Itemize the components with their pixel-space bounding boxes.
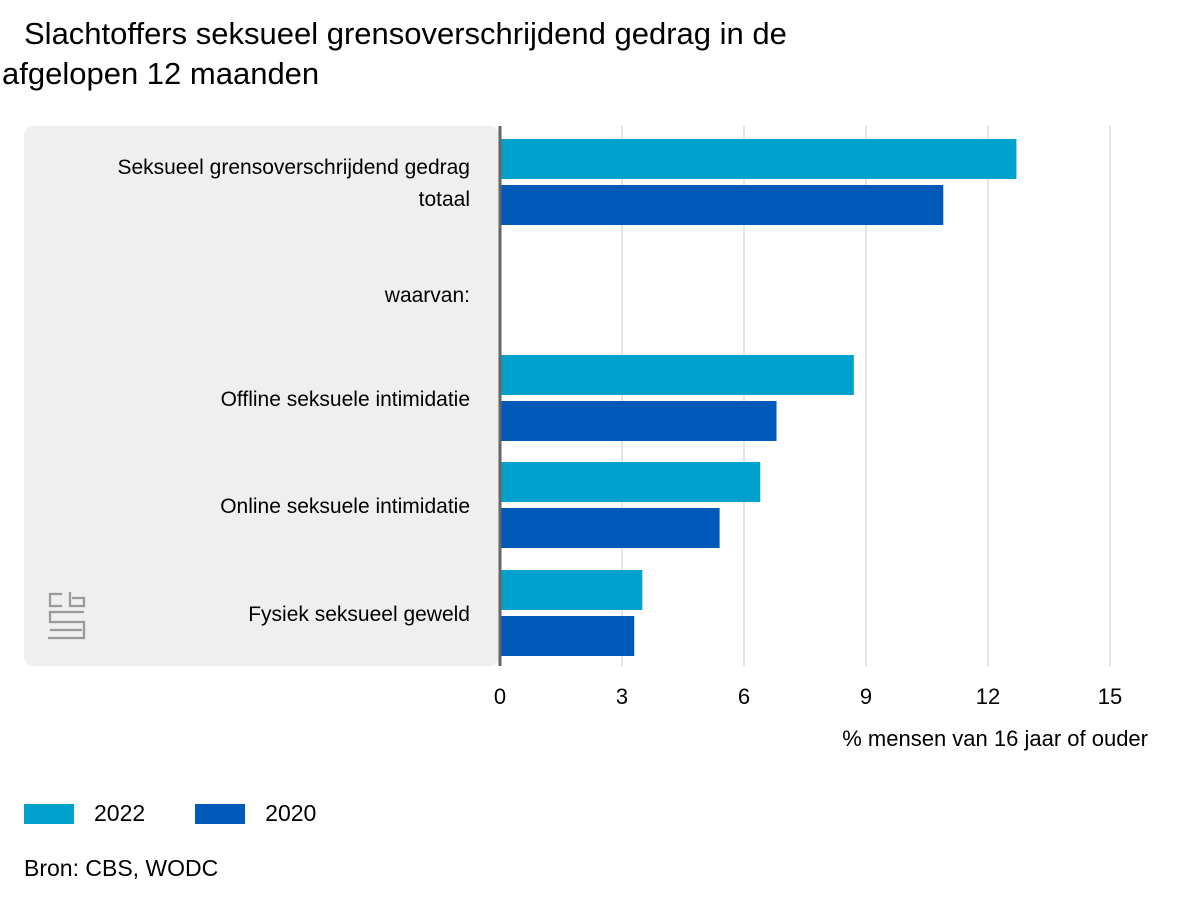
category-label: Fysiek seksueel geweld — [248, 603, 470, 626]
bar-2020 — [500, 185, 944, 225]
x-tick-labels: 0 3 6 9 12 15 — [494, 684, 1122, 709]
bars — [500, 139, 1017, 656]
bar-2020 — [500, 508, 720, 548]
chart-title-line-1: Slachtoffers seksueel grensoverschrijden… — [24, 16, 787, 51]
category-label: waarvan: — [384, 284, 470, 307]
bar-chart: Seksueel grensoverschrijdend gedrag totaa… — [24, 126, 1148, 751]
x-tick-label: 0 — [494, 684, 506, 709]
legend-label-2022: 2022 — [94, 800, 146, 826]
legend: 2022 2020 — [24, 800, 366, 827]
chart-title-line-2: afgelopen 12 maanden — [2, 56, 320, 91]
label-panel — [24, 126, 500, 666]
category-label: totaal — [419, 188, 470, 211]
x-tick-label: 9 — [860, 684, 872, 709]
x-tick-label: 3 — [616, 684, 628, 709]
cbs-logo-icon — [48, 592, 86, 640]
legend-item-2022: 2022 — [24, 800, 145, 827]
chart-title: Slachtoffers seksueel grensoverschrijden… — [2, 14, 1002, 94]
bar-2022 — [500, 139, 1017, 179]
legend-swatch-2022 — [24, 803, 74, 824]
category-label: Seksueel grensoverschrijdend gedrag — [117, 156, 470, 179]
bar-2022 — [500, 570, 643, 610]
legend-swatch-2020 — [195, 803, 246, 824]
x-tick-label: 12 — [976, 684, 1000, 709]
source-note: Bron: CBS, WODC — [24, 855, 219, 881]
x-tick-label: 15 — [1098, 684, 1122, 709]
legend-item-2020: 2020 — [195, 800, 316, 827]
category-label: Online seksuele intimidatie — [220, 495, 470, 518]
bar-2022 — [500, 462, 761, 502]
x-axis-label: % mensen van 16 jaar of ouder — [842, 726, 1148, 751]
category-labels: Seksueel grensoverschrijdend gedrag totaa… — [117, 156, 470, 626]
x-tick-label: 6 — [738, 684, 750, 709]
bar-2020 — [500, 401, 777, 441]
bar-2022 — [500, 355, 854, 395]
bar-2020 — [500, 616, 635, 656]
category-label: Offline seksuele intimidatie — [221, 388, 470, 411]
legend-label-2020: 2020 — [265, 800, 317, 826]
